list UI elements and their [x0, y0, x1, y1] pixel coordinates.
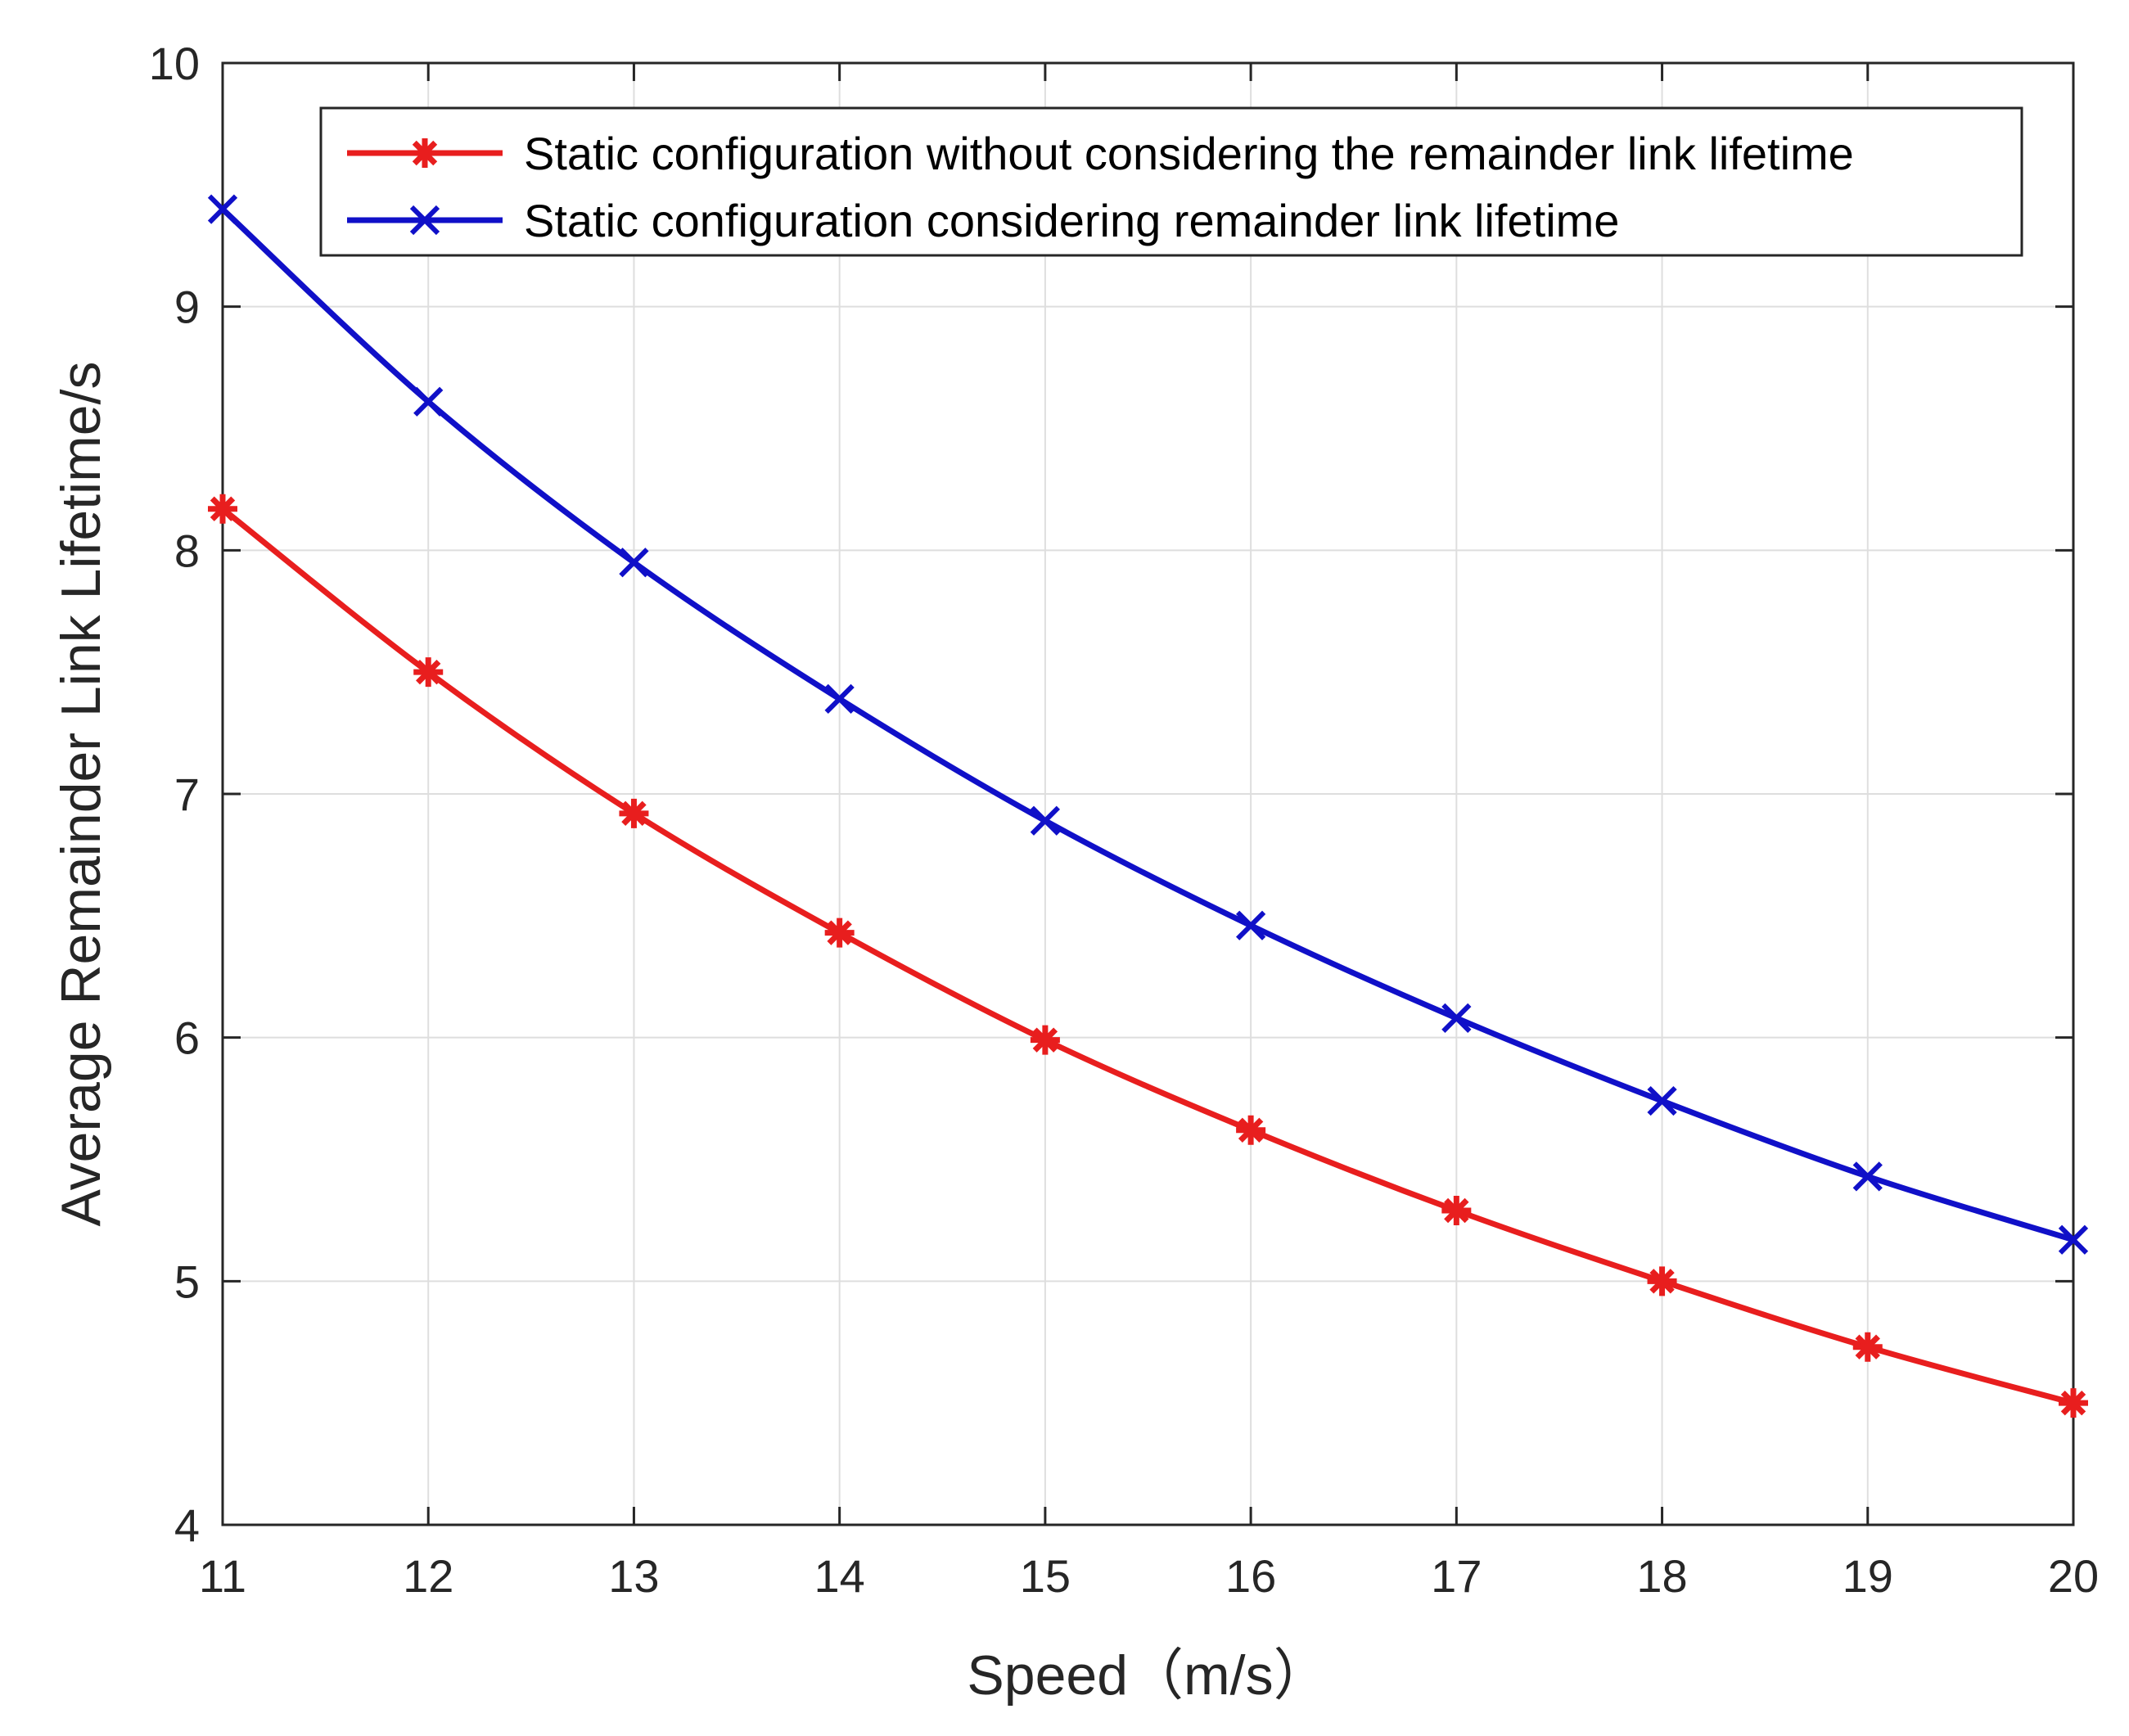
marker-core [421, 665, 436, 680]
series-2-point [2058, 1224, 2089, 1255]
x-tick-label: 13 [608, 1550, 659, 1602]
series-layer [207, 194, 2089, 1418]
series-1-point [1030, 1025, 1060, 1055]
marker-stroke [409, 205, 440, 236]
y-tick-label: 7 [174, 769, 200, 820]
marker-core [417, 146, 432, 160]
series-2-point [207, 194, 238, 224]
legend-entry-1: Static configuration without considering… [347, 128, 1854, 179]
series-1-point [1236, 1115, 1266, 1145]
legend-entry-2: Static configuration considering remaind… [347, 195, 1619, 246]
marker-core [215, 501, 230, 516]
y-tick-label: 4 [174, 1499, 200, 1551]
series-2-point [1235, 910, 1266, 940]
y-tick-label: 6 [174, 1012, 200, 1064]
ticks-layer: 11 12 13 14 15 16 17 18 19 20 4 5 6 7 8 9 10 [149, 38, 2099, 1602]
series-1-point [2059, 1388, 2088, 1418]
legend-label: Static configuration without considering… [524, 128, 1854, 179]
marker-stroke [619, 548, 649, 578]
x-tick-label: 17 [1431, 1550, 1482, 1602]
series-2-point [619, 548, 649, 578]
marker-core [1860, 1339, 1875, 1355]
legend-box [319, 106, 2023, 257]
marker-stroke [824, 683, 855, 715]
series-2-point [413, 386, 444, 417]
marker-stroke [1441, 1003, 1472, 1033]
marker-stroke [1030, 805, 1061, 836]
series-1-point [619, 798, 649, 828]
marker-stroke [1235, 910, 1266, 940]
series-1-point [208, 494, 237, 524]
series-1-line [219, 506, 2077, 1406]
marker-stroke [207, 194, 238, 224]
x-tick-label: 18 [1636, 1550, 1687, 1602]
series-1-point [413, 657, 444, 688]
x-tick-label: 12 [403, 1550, 453, 1602]
legend-label: Static configuration considering remaind… [524, 195, 1619, 246]
series-2-line [219, 206, 2077, 1243]
legend: Static configuration without considering… [319, 106, 2023, 257]
y-tick-label: 5 [174, 1256, 200, 1307]
series-2-point [1852, 1161, 1883, 1192]
series-2-point [824, 683, 855, 715]
marker-core [1654, 1274, 1670, 1289]
series-1 [208, 494, 2088, 1418]
legend-entries: Static configuration without considering… [347, 128, 1854, 246]
marker-stroke [1647, 1085, 1677, 1116]
marker-stroke [413, 386, 444, 417]
x-tick-label: 11 [199, 1550, 246, 1602]
series-2-point [1030, 805, 1061, 836]
marker-core [832, 925, 847, 940]
series-1-point [1647, 1266, 1677, 1296]
y-tick-label: 8 [174, 525, 200, 576]
marker-stroke [1852, 1161, 1883, 1192]
x-tick-label: 15 [1020, 1550, 1071, 1602]
y-tick-label: 10 [149, 38, 200, 89]
series-2-point [1441, 1003, 1472, 1033]
marker-core [626, 805, 642, 821]
y-axis-label: Average Remainder Link Lifetime/s [50, 361, 112, 1226]
marker-core [1037, 1032, 1053, 1048]
marker-core [2066, 1396, 2081, 1411]
x-axis-label: Speed（m/s） [967, 1644, 1328, 1707]
series-2-point [1647, 1085, 1677, 1116]
series-1-point [824, 918, 855, 948]
series-2 [207, 194, 2089, 1255]
x-tick-label: 19 [1843, 1550, 1893, 1602]
marker-core [1449, 1203, 1464, 1219]
marker-core [1243, 1122, 1259, 1138]
marker-stroke [2058, 1224, 2089, 1255]
legend-marker [410, 138, 440, 168]
x-tick-label: 20 [2048, 1550, 2099, 1602]
x-tick-label: 14 [814, 1550, 865, 1602]
y-tick-label: 9 [174, 282, 200, 333]
x-tick-label: 16 [1225, 1550, 1276, 1602]
legend-marker [409, 205, 440, 236]
series-1-point [1852, 1332, 1883, 1362]
series-1-point [1441, 1196, 1472, 1226]
